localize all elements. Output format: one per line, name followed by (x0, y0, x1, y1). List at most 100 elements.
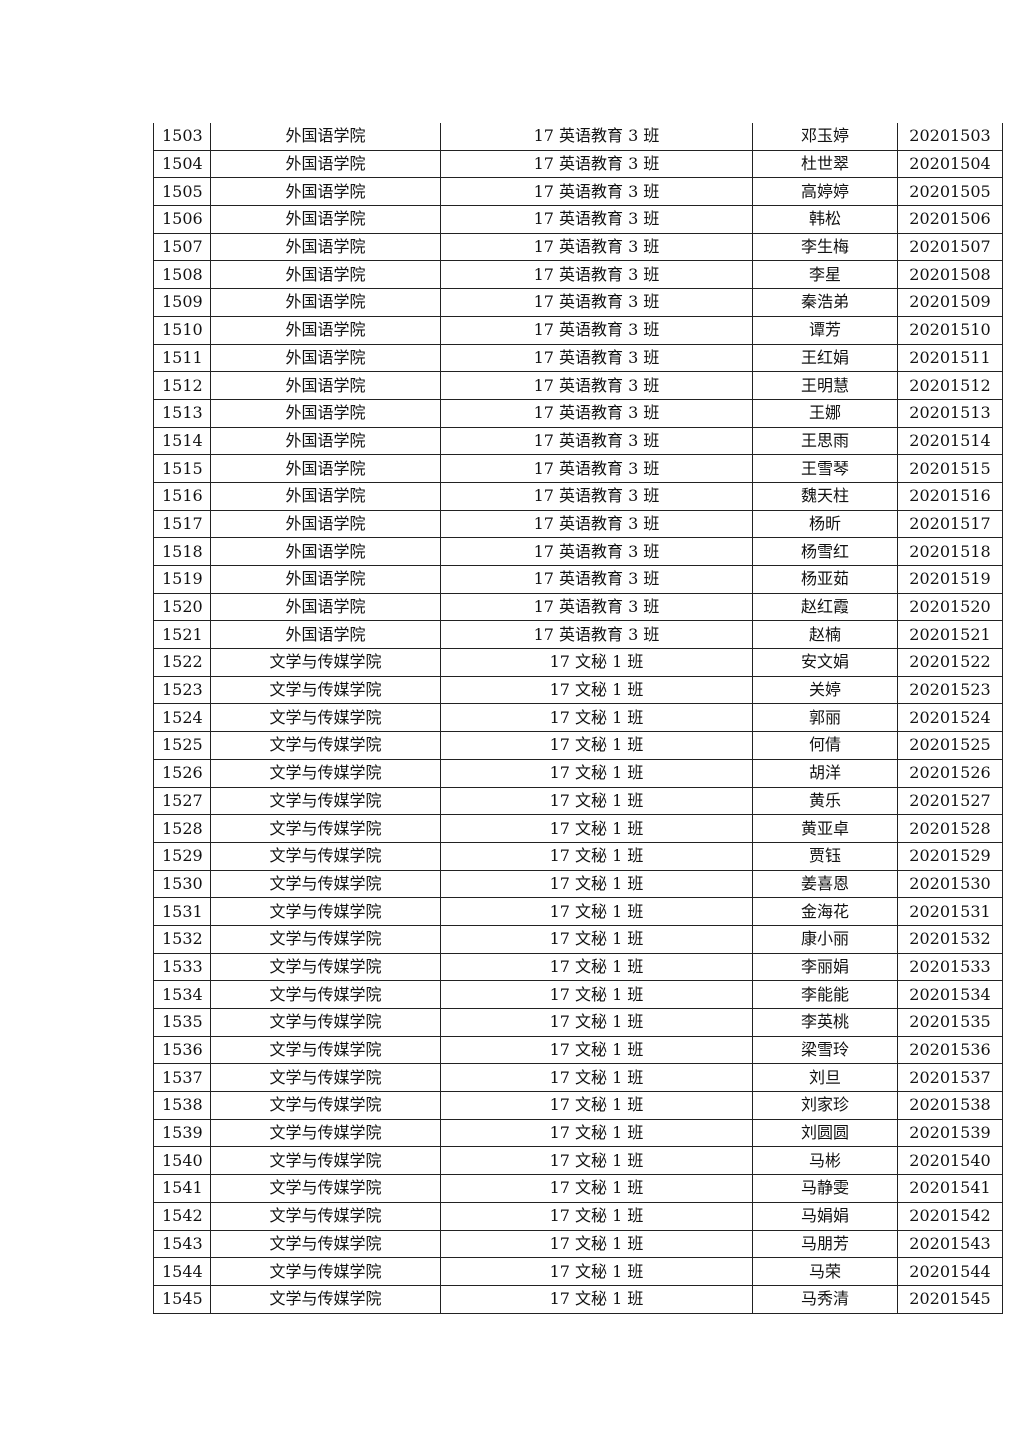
row-number-cell: 1539 (153, 1118, 211, 1148)
student-id-cell: 20201524 (897, 703, 1003, 733)
college-cell: 文学与传媒学院 (210, 648, 441, 677)
table-row: 1535 文学与传媒学院 17 文秘 1 班李英桃 20201535 (153, 1008, 1003, 1037)
college-cell: 外国语学院 (210, 537, 441, 566)
college-cell: 文学与传媒学院 (210, 814, 441, 843)
student-id-cell: 20201503 (897, 123, 1003, 151)
class-name-cell: 17 文秘 1 班 (440, 1201, 753, 1231)
student-name-cell: 贾钰 (752, 841, 898, 871)
student-name-cell: 李星 (752, 260, 898, 290)
student-name-cell: 王娜 (752, 398, 898, 428)
table-row: 1545 文学与传媒学院 17 文秘 1 班马秀清 20201545 (153, 1284, 1003, 1314)
table-row: 1523 文学与传媒学院 17 文秘 1 班关婷 20201523 (153, 675, 1003, 705)
row-number-cell: 1543 (153, 1229, 211, 1259)
college-cell: 外国语学院 (210, 232, 441, 262)
student-name-cell: 马朋芳 (752, 1229, 898, 1259)
table-row: 1530 文学与传媒学院 17 文秘 1 班姜喜恩 20201530 (153, 869, 1003, 899)
table-row: 1536 文学与传媒学院 17 文秘 1 班梁雪玲 20201536 (153, 1035, 1003, 1065)
student-id-cell: 20201536 (897, 1035, 1003, 1065)
student-id-cell: 20201535 (897, 1008, 1003, 1037)
class-name-cell: 17 英语教育 3 班 (440, 260, 753, 290)
table-body: 1503 外国语学院 17 英语教育 3 班邓玉婷 20201503 1504 外国语学院… (153, 123, 1003, 1314)
row-number-cell: 1509 (153, 288, 211, 317)
class-name-cell: 17 文秘 1 班 (440, 869, 753, 899)
student-id-cell: 20201512 (897, 371, 1003, 400)
student-name-cell: 刘圆圆 (752, 1118, 898, 1148)
table-row: 1518 外国语学院 17 英语教育 3 班杨雪红 20201518 (153, 537, 1003, 566)
class-name-cell: 17 文秘 1 班 (440, 980, 753, 1009)
table-row: 1506 外国语学院 17 英语教育 3 班韩松 20201506 (153, 205, 1003, 234)
class-name-cell: 17 文秘 1 班 (440, 952, 753, 982)
row-number-cell: 1518 (153, 537, 211, 566)
table-row: 1539 文学与传媒学院 17 文秘 1 班刘圆圆 20201539 (153, 1118, 1003, 1148)
college-cell: 文学与传媒学院 (210, 1284, 441, 1314)
row-number-cell: 1525 (153, 731, 211, 760)
table-row: 1527 文学与传媒学院 17 文秘 1 班黄乐 20201527 (153, 786, 1003, 816)
student-name-cell: 黄亚卓 (752, 814, 898, 843)
college-cell: 文学与传媒学院 (210, 1091, 441, 1120)
class-name-cell: 17 英语教育 3 班 (440, 454, 753, 483)
student-id-cell: 20201511 (897, 343, 1003, 373)
student-name-cell: 杨雪红 (752, 537, 898, 566)
college-cell: 文学与传媒学院 (210, 1201, 441, 1231)
college-cell: 外国语学院 (210, 205, 441, 234)
table-row: 1538 文学与传媒学院 17 文秘 1 班刘家珍 20201538 (153, 1091, 1003, 1120)
class-name-cell: 17 文秘 1 班 (440, 841, 753, 871)
class-name-cell: 17 文秘 1 班 (440, 1008, 753, 1037)
student-id-cell: 20201510 (897, 315, 1003, 345)
class-name-cell: 17 文秘 1 班 (440, 1257, 753, 1286)
college-cell: 文学与传媒学院 (210, 1229, 441, 1259)
row-number-cell: 1510 (153, 315, 211, 345)
table-row: 1519 外国语学院 17 英语教育 3 班杨亚茹 20201519 (153, 565, 1003, 594)
row-number-cell: 1505 (153, 177, 211, 207)
student-id-cell: 20201534 (897, 980, 1003, 1009)
college-cell: 外国语学院 (210, 371, 441, 400)
college-cell: 外国语学院 (210, 620, 441, 650)
class-name-cell: 17 文秘 1 班 (440, 1035, 753, 1065)
row-number-cell: 1523 (153, 675, 211, 705)
student-id-cell: 20201517 (897, 509, 1003, 539)
class-name-cell: 17 文秘 1 班 (440, 814, 753, 843)
row-number-cell: 1529 (153, 841, 211, 871)
student-name-cell: 秦浩弟 (752, 288, 898, 317)
class-name-cell: 17 文秘 1 班 (440, 731, 753, 760)
student-name-cell: 魏天柱 (752, 481, 898, 511)
college-cell: 外国语学院 (210, 260, 441, 290)
row-number-cell: 1524 (153, 703, 211, 733)
class-name-cell: 17 文秘 1 班 (440, 924, 753, 954)
row-number-cell: 1507 (153, 232, 211, 262)
student-id-cell: 20201527 (897, 786, 1003, 816)
row-number-cell: 1538 (153, 1091, 211, 1120)
table-row: 1524 文学与传媒学院 17 文秘 1 班郭丽 20201524 (153, 703, 1003, 733)
row-number-cell: 1515 (153, 454, 211, 483)
student-id-cell: 20201525 (897, 731, 1003, 760)
class-name-cell: 17 英语教育 3 班 (440, 426, 753, 456)
class-name-cell: 17 英语教育 3 班 (440, 537, 753, 566)
row-number-cell: 1530 (153, 869, 211, 899)
table-row: 1508 外国语学院 17 英语教育 3 班李星 20201508 (153, 260, 1003, 290)
college-cell: 文学与传媒学院 (210, 786, 441, 816)
student-name-cell: 韩松 (752, 205, 898, 234)
row-number-cell: 1519 (153, 565, 211, 594)
class-name-cell: 17 英语教育 3 班 (440, 398, 753, 428)
student-name-cell: 安文娟 (752, 648, 898, 677)
table-row: 1517 外国语学院 17 英语教育 3 班杨昕 20201517 (153, 509, 1003, 539)
class-name-cell: 17 文秘 1 班 (440, 1063, 753, 1093)
table-row: 1504 外国语学院 17 英语教育 3 班杜世翠 20201504 (153, 149, 1003, 179)
college-cell: 文学与传媒学院 (210, 1174, 441, 1203)
college-cell: 外国语学院 (210, 426, 441, 456)
college-cell: 文学与传媒学院 (210, 731, 441, 760)
college-cell: 文学与传媒学院 (210, 897, 441, 926)
student-id-cell: 20201518 (897, 537, 1003, 566)
table-row: 1520 外国语学院 17 英语教育 3 班赵红霞 20201520 (153, 592, 1003, 622)
student-name-cell: 高婷婷 (752, 177, 898, 207)
student-id-cell: 20201544 (897, 1257, 1003, 1286)
student-name-cell: 马彬 (752, 1146, 898, 1176)
class-name-cell: 17 英语教育 3 班 (440, 371, 753, 400)
college-cell: 外国语学院 (210, 288, 441, 317)
row-number-cell: 1542 (153, 1201, 211, 1231)
student-name-cell: 何倩 (752, 731, 898, 760)
student-name-cell: 梁雪玲 (752, 1035, 898, 1065)
row-number-cell: 1503 (153, 123, 211, 151)
student-id-cell: 20201508 (897, 260, 1003, 290)
row-number-cell: 1511 (153, 343, 211, 373)
